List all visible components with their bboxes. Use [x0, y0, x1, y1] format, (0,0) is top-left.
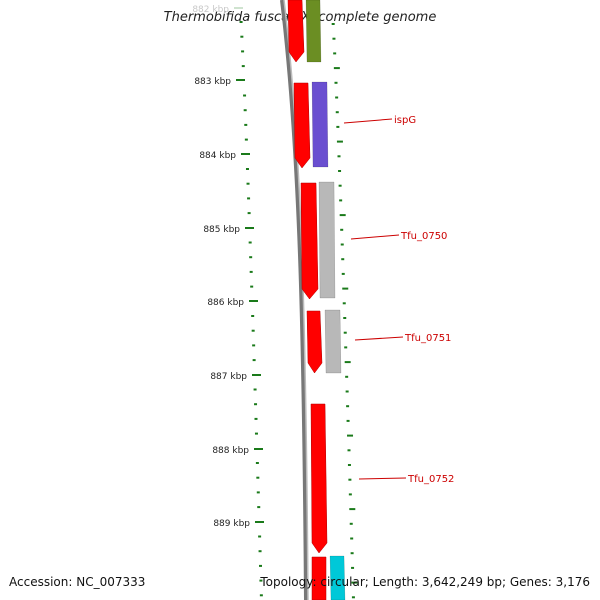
- cds-block: [293, 82, 311, 169]
- gene-label: Tfu_0751: [404, 333, 451, 344]
- gene-leader-line: [358, 477, 407, 480]
- tick-label: 888 kbp: [212, 446, 249, 456]
- cds-block: [306, 310, 323, 374]
- gene-label: ispG: [394, 115, 416, 126]
- cds-block: [287, 0, 305, 63]
- tick-label: 883 kbp: [194, 77, 231, 87]
- gene-leader-line: [350, 234, 400, 240]
- gene-label: Tfu_0752: [407, 474, 454, 485]
- tick-label: 885 kbp: [203, 225, 240, 235]
- cds-block: [310, 403, 328, 554]
- genome-summary: Topology: circular; Length: 3,642,249 bp…: [260, 575, 590, 589]
- tick-label: 889 kbp: [213, 519, 250, 529]
- gene-leader-line: [354, 336, 404, 341]
- tick-label: 882 kbp: [192, 5, 229, 15]
- cds-block: [300, 182, 319, 300]
- gene-leader-line: [343, 118, 393, 124]
- gene-block: [305, 0, 322, 63]
- gene-label: Tfu_0750: [400, 231, 447, 242]
- tick-label: 887 kbp: [210, 372, 247, 382]
- backbone-line: [280, 0, 308, 600]
- gene-block: [311, 81, 329, 168]
- gene-block: [318, 181, 336, 299]
- gene-block: [324, 309, 342, 374]
- gene-block: [329, 555, 346, 600]
- accession-label: Accession: NC_007333: [9, 575, 146, 589]
- cds-block: [311, 556, 327, 600]
- tick-label: 884 kbp: [199, 151, 236, 161]
- tick-label: 886 kbp: [207, 298, 244, 308]
